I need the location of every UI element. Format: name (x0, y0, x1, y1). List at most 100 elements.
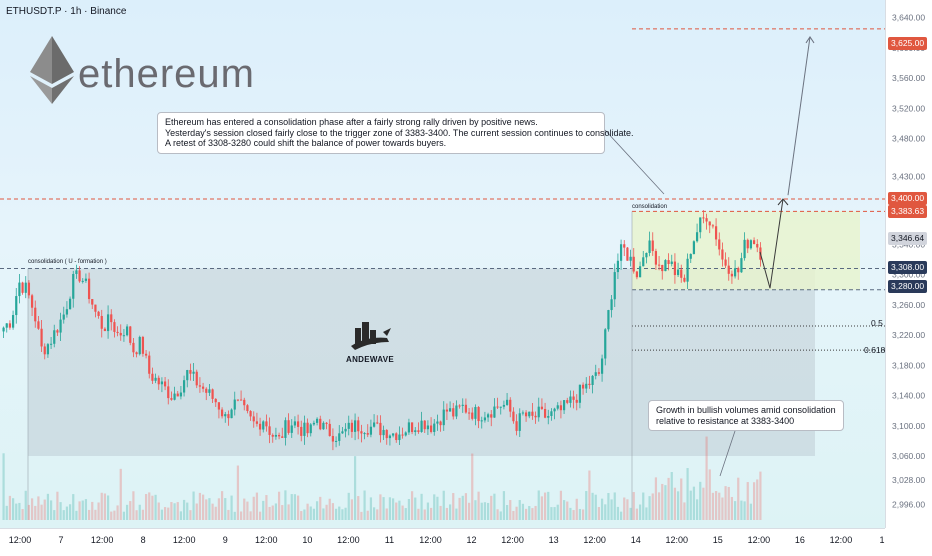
time-axis-svg: 12:00 7 12:00 8 12:00 9 12:00 10 12:00 11 12:00 12 1… (9, 535, 885, 545)
volume-bar (284, 490, 287, 520)
candle-body (372, 422, 376, 427)
volume-bar (664, 485, 667, 520)
volume-bar (5, 505, 8, 520)
candle-body (594, 372, 597, 376)
volume-bar (423, 509, 426, 520)
volume-bar (287, 504, 290, 520)
volume-bar (344, 507, 347, 520)
candle-body (670, 261, 673, 265)
candle-body (195, 371, 198, 386)
volume-bar (366, 510, 369, 520)
candle-body (132, 342, 135, 353)
callout-pointer (604, 129, 665, 195)
candle-body (404, 432, 407, 436)
candle-body (49, 343, 53, 345)
candle-body (702, 217, 705, 219)
candle-body (62, 314, 65, 320)
projection-path (759, 198, 784, 289)
volume-bar (426, 502, 430, 520)
candle-body (309, 424, 312, 434)
candle-body (34, 307, 37, 322)
volume-bar (581, 509, 585, 520)
volume-bar (445, 507, 449, 520)
candle-body (189, 370, 192, 374)
volume-bar (638, 504, 642, 520)
candle-body (711, 225, 715, 227)
volume-bar (420, 493, 423, 520)
volume-bar (40, 504, 43, 520)
candle-body (186, 370, 189, 381)
volume-bar (743, 501, 746, 520)
time-axis[interactable]: 12:00 7 12:00 8 12:00 9 12:00 10 12:00 11 12:00 12 1… (0, 528, 885, 551)
candle-body (53, 330, 56, 344)
volume-bar (410, 491, 414, 520)
volume-bar (290, 494, 293, 520)
candle-body (645, 252, 648, 258)
volume-bar (119, 468, 122, 520)
volume-bar (274, 503, 278, 520)
candle-body (613, 272, 616, 300)
candle-body (303, 422, 306, 436)
time-tick-label: 12:00 (9, 535, 32, 545)
candle-body (363, 433, 366, 435)
price-axis-svg: 3,640.003,600.003,560.003,520.003,480.00… (892, 13, 925, 510)
candle-body (284, 420, 287, 438)
volume-bar (141, 509, 145, 520)
volume-bar (455, 508, 458, 520)
volume-bar (157, 502, 160, 520)
volume-bar (680, 478, 683, 520)
volume-bar (325, 504, 328, 520)
volume-bar (619, 511, 623, 520)
volume-bar (331, 503, 335, 520)
ethereum-diamond-icon (30, 36, 74, 104)
volume-bar (198, 492, 202, 520)
candle-body (407, 422, 411, 433)
volume-bar (129, 501, 132, 520)
candle-body (243, 399, 246, 406)
volume-bar (594, 494, 597, 520)
candle-body (65, 309, 69, 315)
volume-bar (97, 502, 100, 520)
candle-body (135, 352, 138, 355)
volume-bar (15, 503, 18, 520)
volume-bar (699, 481, 702, 520)
volume-bar (227, 509, 230, 520)
candle-body (192, 371, 195, 374)
chart-plot-area[interactable]: ETHUSDT.P · 1h · Binance ethereum ANDEWA… (0, 0, 885, 528)
candle-body (391, 433, 395, 436)
candle-body (5, 323, 8, 328)
volume-bar (613, 492, 616, 520)
symbol-label[interactable]: ETHUSDT.P · 1h · Binance (6, 6, 127, 17)
candle-body (616, 260, 620, 273)
candle-body (695, 232, 699, 242)
candle-body (103, 328, 107, 332)
volume-bar (27, 504, 31, 520)
volume-bar (62, 510, 65, 520)
candle-body (417, 430, 420, 432)
volume-bar (629, 507, 632, 520)
time-tick-label: 12:00 (173, 535, 196, 545)
volume-bar (2, 453, 5, 520)
price-tick-label: 3,480.00 (892, 134, 925, 144)
candle-body (268, 426, 271, 435)
candle-body (360, 431, 363, 434)
candle-body (94, 304, 97, 312)
candle-body (673, 261, 677, 276)
candle-body (353, 420, 357, 432)
volume-bar (746, 482, 749, 520)
volume-callout[interactable]: Growth in bullish volumes amid consolida… (648, 400, 844, 431)
candle-body (2, 327, 5, 332)
candle-body (233, 399, 236, 410)
analysis-callout[interactable]: Ethereum has entered a consolidation pha… (157, 112, 634, 154)
volume-bar (480, 502, 483, 520)
candle-body (15, 296, 18, 316)
candle-body (512, 411, 515, 422)
candle-body (727, 265, 730, 274)
volume-bar (65, 506, 69, 520)
volume-bar (550, 507, 553, 520)
volume-bar (401, 505, 404, 520)
volume-bar (708, 469, 711, 520)
volume-bar (334, 508, 338, 520)
candle-body (458, 405, 461, 407)
volume-bar (56, 491, 59, 520)
